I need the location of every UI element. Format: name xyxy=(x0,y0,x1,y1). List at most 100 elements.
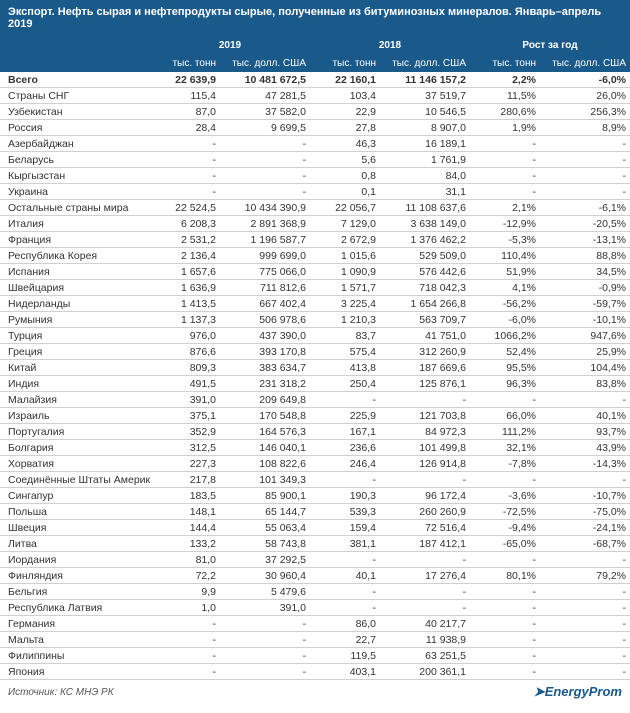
row-value: - xyxy=(310,600,380,616)
energyprom-logo: ➤EnergyProm xyxy=(534,684,622,700)
row-value: - xyxy=(150,152,220,168)
row-value: 2 891 368,9 xyxy=(220,216,310,232)
row-value: 976,0 xyxy=(150,328,220,344)
row-value: 999 699,0 xyxy=(220,248,310,264)
row-value: -13,1% xyxy=(540,232,630,248)
row-value: - xyxy=(150,184,220,200)
row-value: - xyxy=(470,472,540,488)
row-value: 10 481 672,5 xyxy=(220,72,310,88)
row-value: - xyxy=(220,184,310,200)
table-row: Иордания81,037 292,5---- xyxy=(0,552,630,568)
row-label: Сингапур xyxy=(0,488,150,504)
row-value: -9,4% xyxy=(470,520,540,536)
table-row: Бельгия9,95 479,6---- xyxy=(0,584,630,600)
row-value: - xyxy=(540,152,630,168)
row-value: 1 654 266,8 xyxy=(380,296,470,312)
row-label: Турция xyxy=(0,328,150,344)
row-label: Республика Латвия xyxy=(0,600,150,616)
row-label: Кыргызстан xyxy=(0,168,150,184)
row-value: 95,5% xyxy=(470,360,540,376)
row-value: 27,8 xyxy=(310,120,380,136)
row-value: - xyxy=(220,616,310,632)
row-value: 101 499,8 xyxy=(380,440,470,456)
row-value: 9,9 xyxy=(150,584,220,600)
row-value: 217,8 xyxy=(150,472,220,488)
table-row: Израиль375,1170 548,8225,9121 703,866,0%… xyxy=(0,408,630,424)
row-value: 1 137,3 xyxy=(150,312,220,328)
row-value: - xyxy=(150,136,220,152)
table-row: Узбекистан87,037 582,022,910 546,5280,6%… xyxy=(0,104,630,120)
row-value: - xyxy=(540,392,630,408)
row-value: - xyxy=(540,648,630,664)
row-value: -59,7% xyxy=(540,296,630,312)
export-table-container: Экспорт. Нефть сырая и нефтепродукты сыр… xyxy=(0,0,630,704)
table-row: Испания1 657,6775 066,01 090,9576 442,65… xyxy=(0,264,630,280)
row-label: Страны СНГ xyxy=(0,88,150,104)
row-value: 58 743,8 xyxy=(220,536,310,552)
row-label: Япония xyxy=(0,664,150,680)
table-row: Финляндия72,230 960,440,117 276,480,1%79… xyxy=(0,568,630,584)
col-tons-2019: тыс. тонн xyxy=(150,55,220,72)
row-value: -68,7% xyxy=(540,536,630,552)
row-value: 256,3% xyxy=(540,104,630,120)
row-value: 947,6% xyxy=(540,328,630,344)
row-value: -7,8% xyxy=(470,456,540,472)
row-value: 25,9% xyxy=(540,344,630,360)
row-label: Украина xyxy=(0,184,150,200)
row-label: Всего xyxy=(0,72,150,88)
row-value: 876,6 xyxy=(150,344,220,360)
row-value: -20,5% xyxy=(540,216,630,232)
row-value: 352,9 xyxy=(150,424,220,440)
row-value: - xyxy=(540,616,630,632)
row-value: 667 402,4 xyxy=(220,296,310,312)
table-row: Беларусь--5,61 761,9-- xyxy=(0,152,630,168)
row-value: - xyxy=(470,616,540,632)
row-value: - xyxy=(150,616,220,632)
row-label: Россия xyxy=(0,120,150,136)
row-value: -72,5% xyxy=(470,504,540,520)
row-value: -3,6% xyxy=(470,488,540,504)
row-value: 51,9% xyxy=(470,264,540,280)
row-value: 260 260,9 xyxy=(380,504,470,520)
row-value: 529 509,0 xyxy=(380,248,470,264)
row-value: 108 822,6 xyxy=(220,456,310,472)
table-row: Португалия352,9164 576,3167,184 972,3111… xyxy=(0,424,630,440)
row-value: - xyxy=(380,600,470,616)
export-table: 2019 2018 Рост за год тыс. тонн тыс. дол… xyxy=(0,36,630,680)
table-row: Остальные страны мира22 524,510 434 390,… xyxy=(0,200,630,216)
row-value: - xyxy=(150,664,220,680)
row-value: - xyxy=(380,392,470,408)
table-footer: Источник: КС МНЭ РК ➤EnergyProm xyxy=(0,680,630,704)
row-value: - xyxy=(220,136,310,152)
row-value: 84 972,3 xyxy=(380,424,470,440)
row-value: 375,1 xyxy=(150,408,220,424)
row-value: - xyxy=(540,552,630,568)
row-value: 231 318,2 xyxy=(220,376,310,392)
row-value: 37 582,0 xyxy=(220,104,310,120)
row-value: 47 281,5 xyxy=(220,88,310,104)
row-value: -24,1% xyxy=(540,520,630,536)
row-value: 159,4 xyxy=(310,520,380,536)
table-body: Всего22 639,910 481 672,522 160,111 146 … xyxy=(0,72,630,680)
table-row: Украина--0,131,1-- xyxy=(0,184,630,200)
row-value: 93,7% xyxy=(540,424,630,440)
row-value: 391,0 xyxy=(150,392,220,408)
row-value: -14,3% xyxy=(540,456,630,472)
col-tons-2018: тыс. тонн xyxy=(310,55,380,72)
row-value: - xyxy=(540,664,630,680)
table-row: Литва133,258 743,8381,1187 412,1-65,0%-6… xyxy=(0,536,630,552)
row-value: 126 914,8 xyxy=(380,456,470,472)
row-value: 80,1% xyxy=(470,568,540,584)
row-value: - xyxy=(150,168,220,184)
row-value: 11 108 637,6 xyxy=(380,200,470,216)
row-value: -6,0% xyxy=(470,312,540,328)
row-value: 1066,2% xyxy=(470,328,540,344)
row-label: Литва xyxy=(0,536,150,552)
row-value: 146 040,1 xyxy=(220,440,310,456)
row-value: 6 208,3 xyxy=(150,216,220,232)
row-value: 1 413,5 xyxy=(150,296,220,312)
table-row: Франция2 531,21 196 587,72 672,91 376 46… xyxy=(0,232,630,248)
row-label: Финляндия xyxy=(0,568,150,584)
row-value: 718 042,3 xyxy=(380,280,470,296)
table-row: Румыния1 137,3506 978,61 210,3563 709,7-… xyxy=(0,312,630,328)
